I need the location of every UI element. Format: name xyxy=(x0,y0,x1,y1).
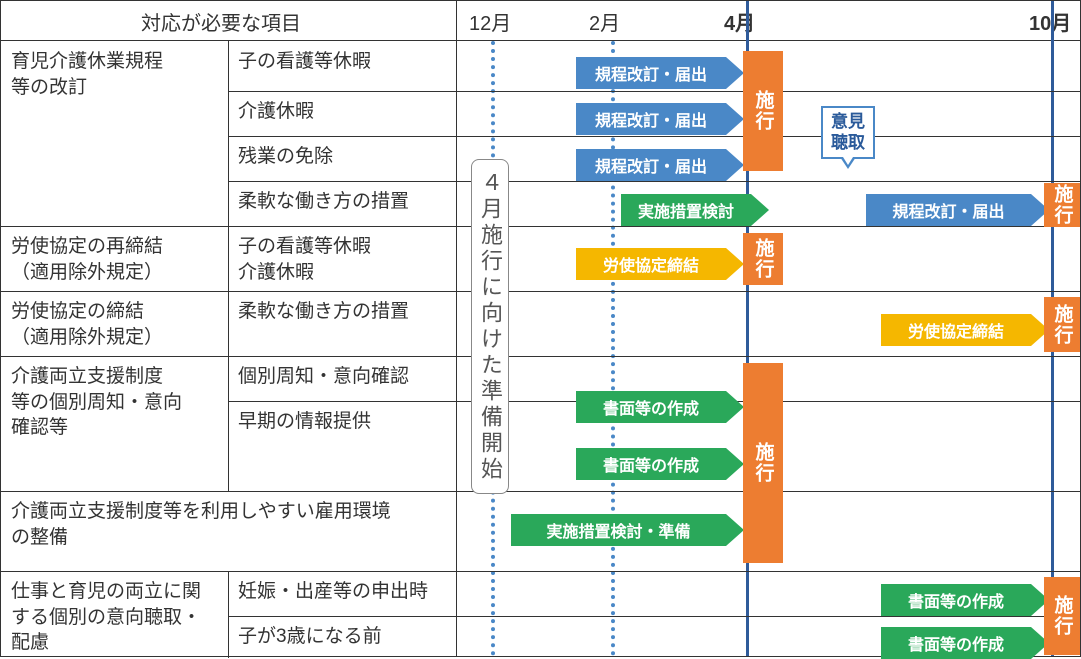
task-arrow: 書面等の作成 xyxy=(576,448,744,480)
task-arrow-label: 実施措置検討 xyxy=(621,194,751,226)
task-arrow-label: 労使協定締結 xyxy=(576,248,726,280)
arrow-head-icon xyxy=(726,248,744,280)
group-label: 介護両立支援制度等を利用しやすい雇用環境の整備 xyxy=(11,499,451,550)
timeline-vline xyxy=(456,1,457,656)
month-label-feb: 2月 xyxy=(589,7,620,36)
task-arrow: 規程改訂・届出 xyxy=(576,103,744,135)
task-arrow: 労使協定締結 xyxy=(881,314,1049,346)
enforcement-box: 施行 xyxy=(743,233,783,285)
task-arrow-label: 規程改訂・届出 xyxy=(576,149,726,181)
subrow-divider xyxy=(228,616,1080,617)
task-arrow: 書面等の作成 xyxy=(881,627,1049,659)
arrow-head-icon xyxy=(726,514,744,546)
group-label: 労使協定の締結（適用除外規定） xyxy=(11,299,221,350)
row-divider xyxy=(1,491,1080,492)
task-arrow-label: 規程改訂・届出 xyxy=(866,194,1031,226)
arrow-head-icon xyxy=(726,149,744,181)
task-arrow: 労使協定締結 xyxy=(576,248,744,280)
task-arrow-label: 書面等の作成 xyxy=(576,391,726,423)
task-arrow: 書面等の作成 xyxy=(576,391,744,423)
month-label-apr: 4月 xyxy=(724,7,755,36)
task-arrow-label: 規程改訂・届出 xyxy=(576,57,726,89)
group-sub-divider xyxy=(228,291,229,356)
group-sub-divider xyxy=(228,571,229,658)
sub-label: 子の看護等休暇介護休暇 xyxy=(238,234,452,285)
row-divider xyxy=(1,571,1080,572)
sub-label: 介護休暇 xyxy=(238,99,452,125)
arrow-head-icon xyxy=(726,103,744,135)
month-label-dec: 12月 xyxy=(469,7,511,36)
task-arrow: 実施措置検討 xyxy=(621,194,769,226)
subrow-divider xyxy=(228,91,1080,92)
enforcement-box: 施行 xyxy=(1044,297,1080,352)
enforcement-box: 施行 xyxy=(743,363,783,563)
enforcement-box: 施行 xyxy=(1044,577,1080,655)
group-sub-divider xyxy=(228,356,229,491)
group-label: 介護両立支援制度等の個別周知・意向確認等 xyxy=(11,364,221,441)
task-arrow: 規程改訂・届出 xyxy=(576,57,744,89)
subrow-divider xyxy=(228,136,1080,137)
task-arrow-label: 規程改訂・届出 xyxy=(576,103,726,135)
sub-label: 残業の免除 xyxy=(238,144,452,170)
sub-label: 早期の情報提供 xyxy=(238,409,452,435)
arrow-head-icon xyxy=(726,57,744,89)
enforcement-box: 施行 xyxy=(1044,183,1080,227)
row-divider xyxy=(1,356,1080,357)
opinion-callout: 意見聴取 xyxy=(821,106,875,159)
enforcement-box: 施行 xyxy=(743,51,783,171)
group-sub-divider xyxy=(228,41,229,226)
task-arrow-label: 書面等の作成 xyxy=(881,584,1031,616)
task-arrow: 書面等の作成 xyxy=(881,584,1049,616)
arrow-head-icon xyxy=(726,391,744,423)
task-arrow-label: 実施措置検討・準備 xyxy=(511,514,726,546)
task-arrow: 規程改訂・届出 xyxy=(576,149,744,181)
sub-label: 柔軟な働き方の措置 xyxy=(238,299,452,325)
task-arrow-label: 書面等の作成 xyxy=(881,627,1031,659)
arrow-head-icon xyxy=(751,194,769,226)
sub-label: 柔軟な働き方の措置 xyxy=(238,189,452,215)
group-label: 仕事と育児の両立に関する個別の意向聴取・配慮 xyxy=(11,579,221,656)
task-arrow-label: 書面等の作成 xyxy=(576,448,726,480)
schedule-chart: 対応が必要な項目12月2月4月10月育児介護休業規程等の改訂子の看護等休暇介護休… xyxy=(0,0,1081,657)
subrow-divider xyxy=(228,181,1080,182)
sub-label: 子が3歳になる前 xyxy=(238,624,452,650)
group-sub-divider xyxy=(228,226,229,291)
header-title: 対応が必要な項目 xyxy=(141,7,301,36)
preparation-note: ４月施行に向けた準備開始 xyxy=(471,159,509,494)
row-divider xyxy=(1,291,1080,292)
task-arrow: 実施措置検討・準備 xyxy=(511,514,744,546)
task-arrow-label: 労使協定締結 xyxy=(881,314,1031,346)
header-row: 対応が必要な項目12月2月4月10月 xyxy=(1,1,1080,41)
row-divider xyxy=(1,226,1080,227)
sub-label: 個別周知・意向確認 xyxy=(238,364,452,390)
task-arrow: 規程改訂・届出 xyxy=(866,194,1049,226)
arrow-head-icon xyxy=(726,448,744,480)
group-label: 育児介護休業規程等の改訂 xyxy=(11,49,221,100)
group-label: 労使協定の再締結（適用除外規定） xyxy=(11,234,221,285)
sub-label: 妊娠・出産等の申出時 xyxy=(238,579,452,605)
sub-label: 子の看護等休暇 xyxy=(238,49,452,75)
